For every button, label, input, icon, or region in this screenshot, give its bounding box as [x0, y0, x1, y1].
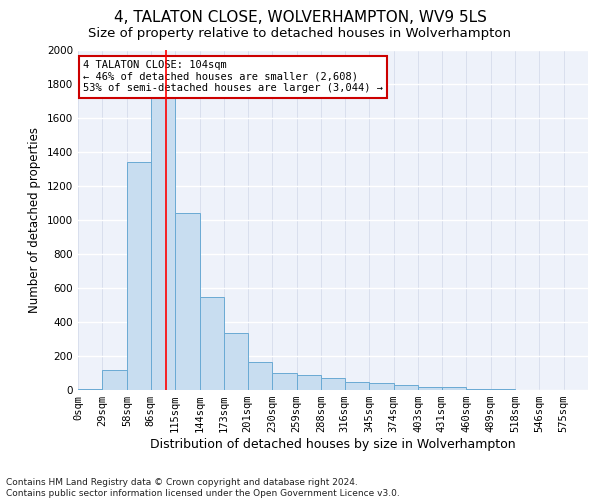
- Bar: [200, 296, 224, 390]
- Bar: [321, 378, 345, 390]
- Text: 4 TALATON CLOSE: 104sqm
← 46% of detached houses are smaller (2,608)
53% of semi: 4 TALATON CLOSE: 104sqm ← 46% of detache…: [83, 60, 383, 94]
- Bar: [370, 383, 394, 390]
- Text: 4, TALATON CLOSE, WOLVERHAMPTON, WV9 5LS: 4, TALATON CLOSE, WOLVERHAMPTON, WV9 5LS: [113, 10, 487, 25]
- Bar: [151, 67, 175, 390]
- Bar: [345, 382, 370, 390]
- X-axis label: Distribution of detached houses by size in Wolverhampton: Distribution of detached houses by size …: [150, 438, 516, 451]
- Bar: [224, 333, 248, 390]
- Bar: [442, 388, 466, 390]
- Bar: [103, 370, 127, 390]
- Bar: [418, 386, 442, 390]
- Bar: [175, 213, 200, 390]
- Text: Size of property relative to detached houses in Wolverhampton: Size of property relative to detached ho…: [89, 28, 511, 40]
- Bar: [272, 373, 296, 390]
- Bar: [78, 389, 103, 390]
- Bar: [127, 162, 151, 390]
- Bar: [248, 362, 272, 390]
- Bar: [466, 388, 491, 390]
- Text: Contains HM Land Registry data © Crown copyright and database right 2024.
Contai: Contains HM Land Registry data © Crown c…: [6, 478, 400, 498]
- Bar: [394, 385, 418, 390]
- Y-axis label: Number of detached properties: Number of detached properties: [28, 127, 41, 313]
- Bar: [296, 374, 321, 390]
